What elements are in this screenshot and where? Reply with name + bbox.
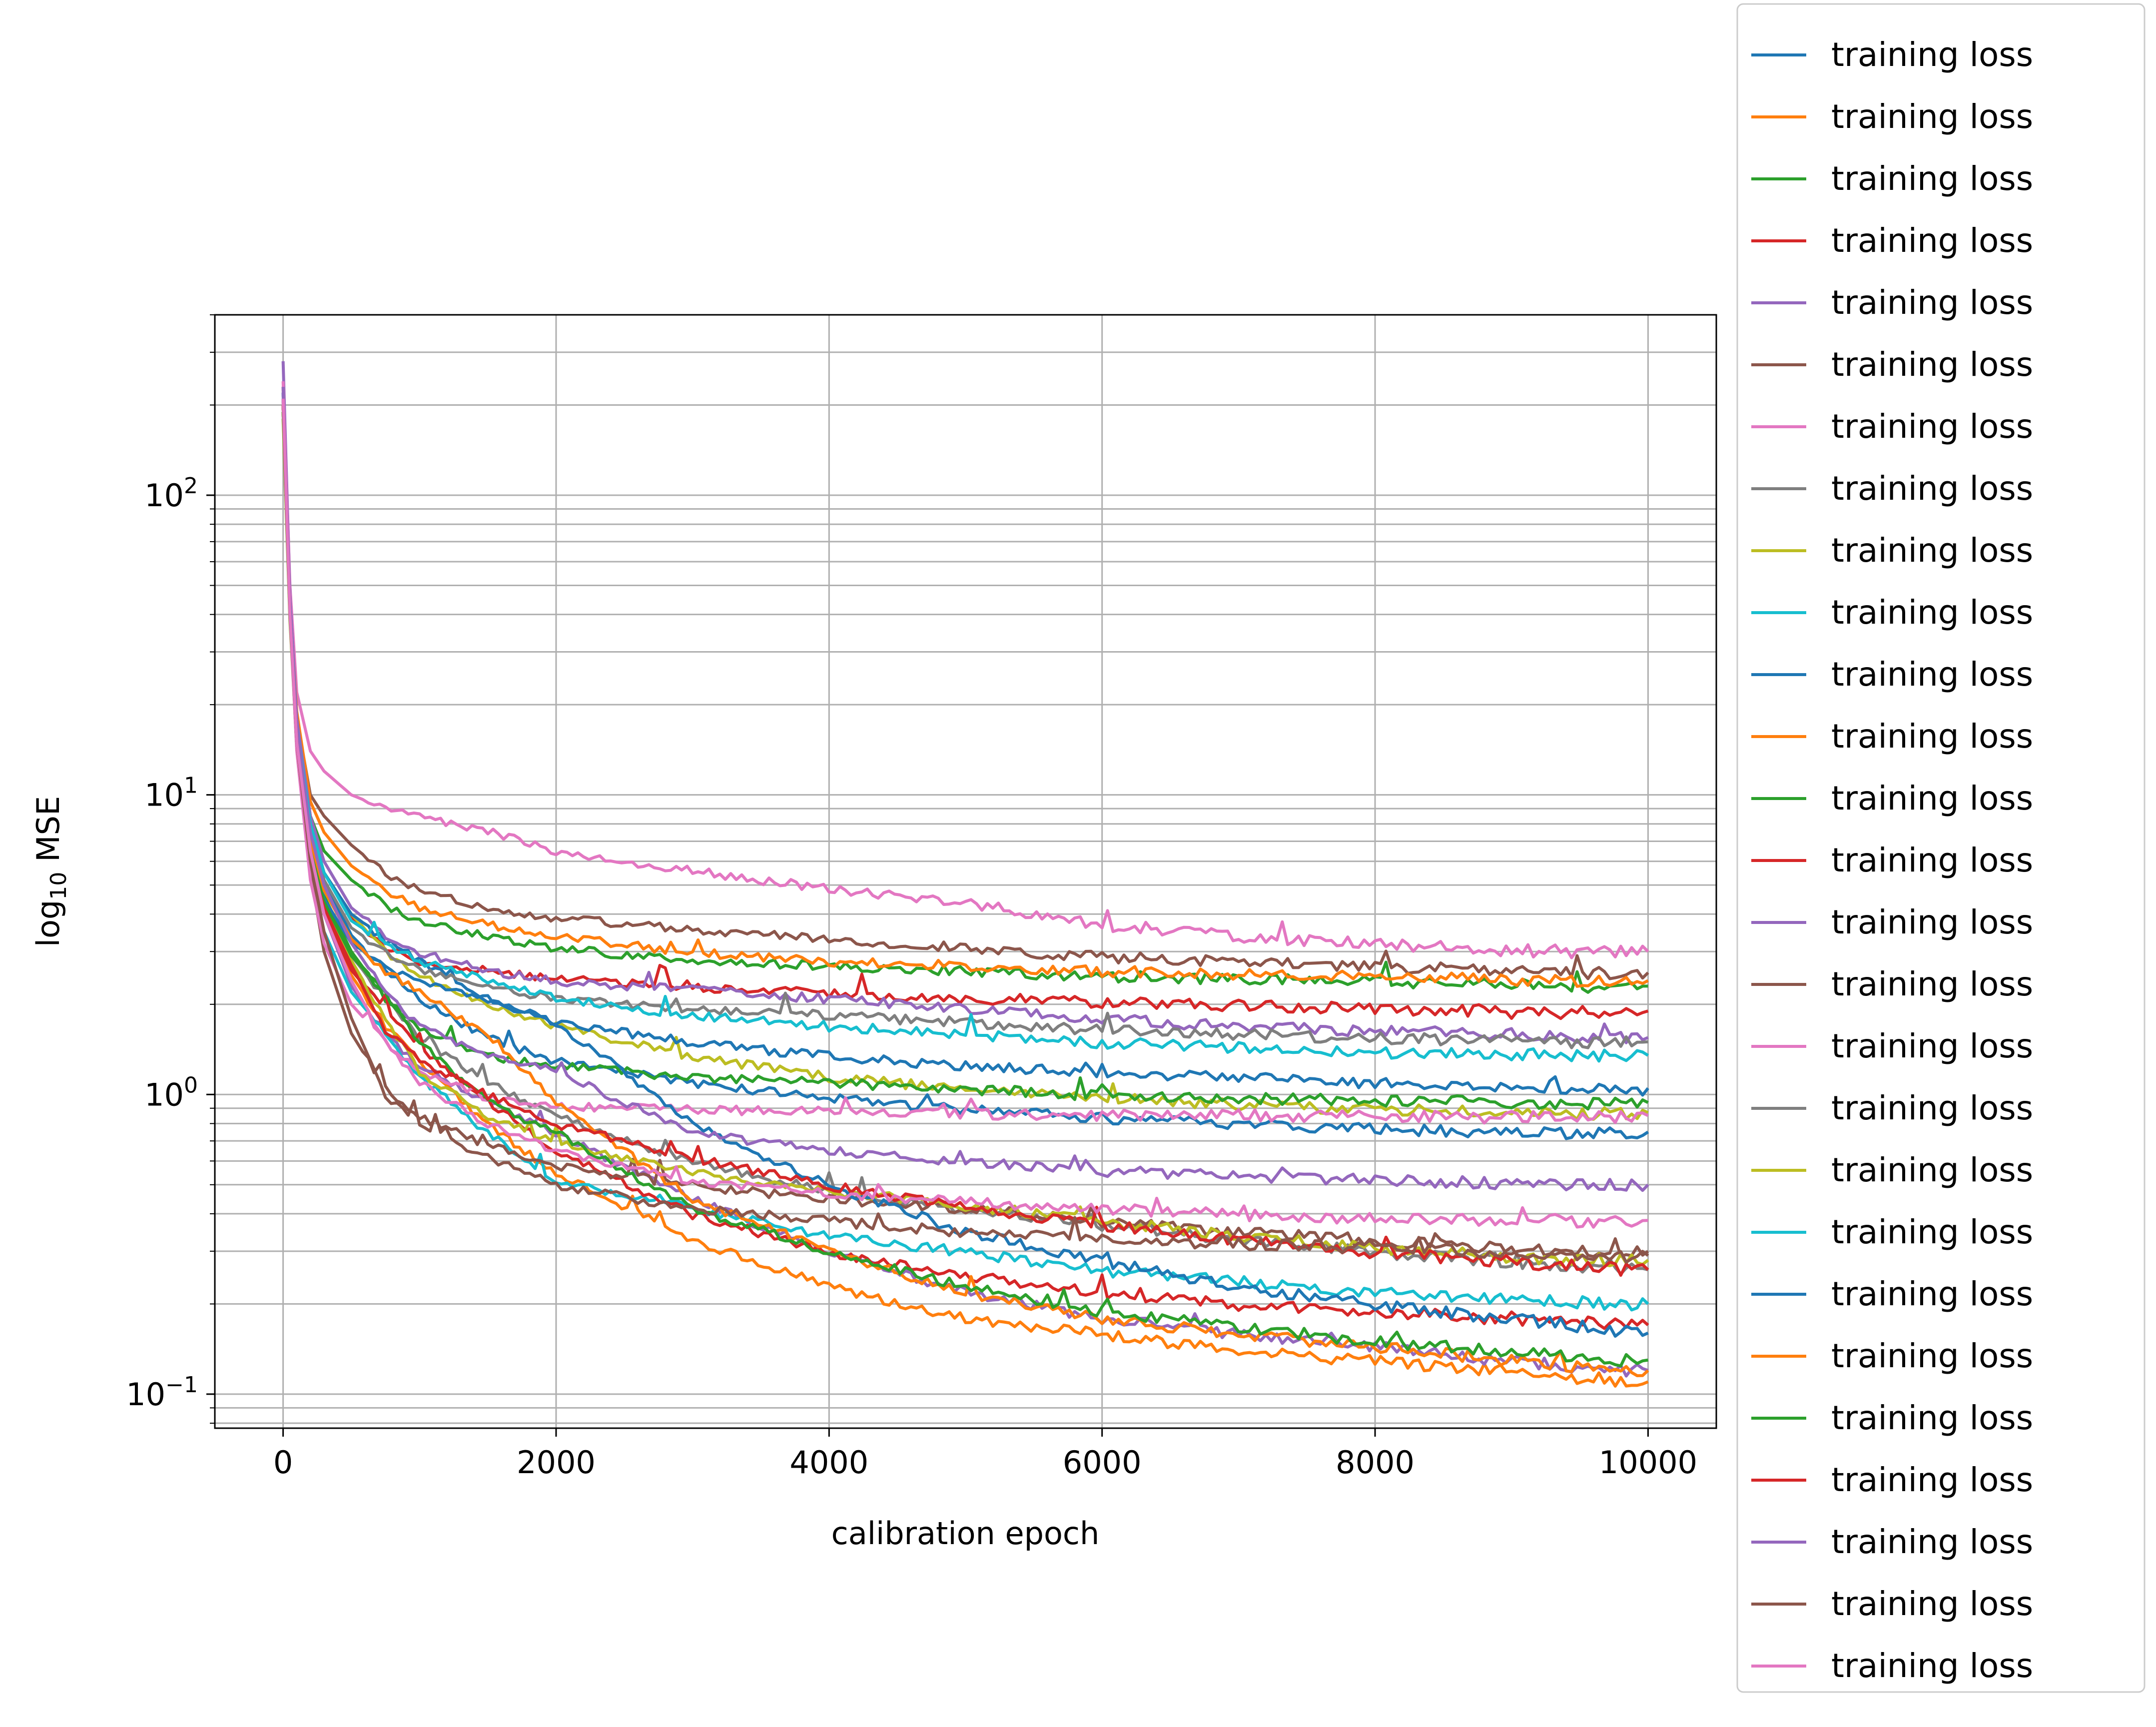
legend-label: training loss xyxy=(1831,221,2033,260)
legend-label: training loss xyxy=(1831,1585,2033,1623)
legend-label: training loss xyxy=(1831,593,2033,632)
x-tick-label: 0 xyxy=(273,1444,293,1481)
plot-frame xyxy=(214,314,1717,1429)
series-line xyxy=(281,405,1649,988)
series-line xyxy=(281,405,1649,1063)
legend-label: training loss xyxy=(1831,1523,2033,1561)
series-line xyxy=(281,411,1648,1368)
series-line xyxy=(281,398,1649,1330)
legend-label: training loss xyxy=(1831,1399,2033,1437)
legend-label: training loss xyxy=(1831,965,2033,1003)
legend-label: training loss xyxy=(1831,1275,2033,1313)
x-tick-label: 4000 xyxy=(789,1444,868,1481)
legend-label: training loss xyxy=(1831,407,2033,446)
legend-label: training loss xyxy=(1831,1337,2033,1375)
legend-label: training loss xyxy=(1831,717,2033,756)
series-line xyxy=(281,411,1649,1111)
series-line xyxy=(281,411,1649,1267)
y-axis-label: log10 MSE xyxy=(30,796,71,947)
x-tick-label: 10000 xyxy=(1599,1444,1697,1481)
legend-label: training loss xyxy=(1831,97,2033,136)
series-line xyxy=(281,398,1648,1229)
x-tick-label: 8000 xyxy=(1336,1444,1415,1481)
legend-label: training loss xyxy=(1831,779,2033,818)
legend-label: training loss xyxy=(1831,159,2033,198)
legend-label: training loss xyxy=(1831,345,2033,384)
y-tick-label: 102 xyxy=(144,473,198,514)
legend-label: training loss xyxy=(1831,1461,2033,1499)
legend-label: training loss xyxy=(1831,903,2033,941)
legend-label: training loss xyxy=(1831,1647,2033,1685)
legend-label: training loss xyxy=(1831,35,2033,74)
legend-label: training loss xyxy=(1831,841,2033,879)
legend-label: training loss xyxy=(1831,1151,2033,1189)
legend-label: training loss xyxy=(1831,1089,2033,1127)
legend: training loss training loss training loss t… xyxy=(1736,3,2146,1693)
series-line xyxy=(281,405,1649,1388)
x-axis: 0 2000 4000 6000 8000 10000 xyxy=(273,1428,1697,1481)
series-line xyxy=(281,405,1649,1377)
legend-label: training loss xyxy=(1831,1027,2033,1065)
y-tick-label: 101 xyxy=(144,773,198,814)
legend-label: training loss xyxy=(1831,531,2033,570)
series-line xyxy=(281,398,1649,1312)
x-axis-label: calibration epoch xyxy=(831,1515,1100,1552)
x-tick-label: 2000 xyxy=(517,1444,596,1481)
series-lines xyxy=(281,361,1649,1388)
series-line xyxy=(281,387,1649,1044)
series-line xyxy=(281,392,1649,1192)
legend-box xyxy=(1736,3,2146,1693)
y-tick-label: 10−1 xyxy=(126,1372,198,1413)
legend-label: training loss xyxy=(1831,469,2033,508)
series-line xyxy=(281,405,1649,1277)
x-tick-label: 6000 xyxy=(1063,1444,1142,1481)
series-line xyxy=(281,405,1649,1264)
series-line xyxy=(281,381,1649,959)
y-axis: 10−1 100 101 102 xyxy=(126,314,215,1424)
legend-label: training loss xyxy=(1831,1213,2033,1251)
series-line xyxy=(281,411,1648,994)
legend-label: training loss xyxy=(1831,655,2033,694)
legend-label: training loss xyxy=(1831,283,2033,322)
series-line xyxy=(281,405,1648,1049)
series-line xyxy=(281,398,1649,980)
y-tick-label: 100 xyxy=(144,1072,198,1113)
